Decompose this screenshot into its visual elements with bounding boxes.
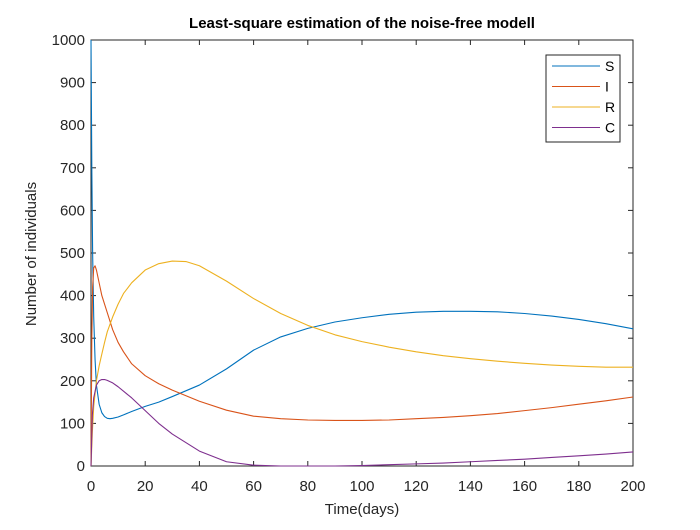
y-tick-label: 300 [60,330,85,347]
x-tick-label: 140 [458,478,483,495]
plot-area: 0 20 40 60 80 100 120 140 160 180 200 0 100 200 300 400… [52,32,646,495]
y-tick-label: 100 [60,415,85,432]
y-tick-label: 800 [60,117,85,134]
y-tick-label: 700 [60,160,85,177]
legend-label-c: C [605,120,615,136]
x-tick-label: 80 [299,478,316,495]
y-tick-label: 200 [60,373,85,390]
series-line-s [90,39,634,420]
x-tick-label: 200 [620,478,645,495]
legend-label-i: I [605,79,609,95]
y-tick-label: 600 [60,202,85,219]
x-tick-label: 60 [245,478,262,495]
x-tick-label: 120 [404,478,429,495]
legend-label-r: R [605,99,615,115]
x-tick-label: 160 [512,478,537,495]
series-line-c [90,378,634,467]
x-tick-label: 40 [191,478,208,495]
series-line-r [90,260,633,467]
series-line-i [90,265,634,467]
x-tick-label: 100 [349,478,374,495]
axes-box [90,39,634,467]
y-axis-label: Number of individuals [23,182,40,326]
x-tick-label: 20 [137,478,154,495]
y-tick-label: 0 [77,458,85,475]
y-tick-label: 900 [60,75,85,92]
chart-title: Least-square estimation of the noise-fre… [189,15,535,32]
x-axis-label: Time(days) [325,501,399,518]
y-tick-label: 1000 [52,32,85,49]
y-tick-label: 500 [60,245,85,262]
y-tick-label: 400 [60,288,85,305]
x-tick-label: 0 [87,478,95,495]
x-tick-label: 180 [566,478,591,495]
legend-label-s: S [605,58,614,74]
